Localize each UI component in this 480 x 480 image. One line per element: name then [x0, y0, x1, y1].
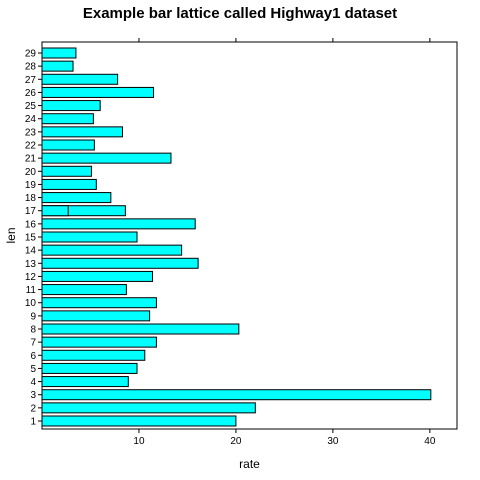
- bar-23: [41, 126, 123, 138]
- y-tick-label-13: 13: [25, 259, 37, 270]
- bar-26: [41, 86, 155, 98]
- bar-13: [41, 257, 199, 269]
- x-tick-label-20: 20: [230, 436, 242, 447]
- bar-27: [41, 73, 119, 85]
- x-tick-label-40: 40: [424, 436, 436, 447]
- y-tick-label-20: 20: [25, 167, 37, 178]
- y-tick-label-10: 10: [25, 298, 37, 309]
- y-tick-label-24: 24: [25, 114, 37, 125]
- bar-19: [41, 178, 97, 190]
- y-tick-label-12: 12: [25, 272, 37, 283]
- y-tick-label-17: 17: [25, 206, 37, 217]
- bar-25: [41, 100, 101, 112]
- y-tick-label-29: 29: [25, 49, 37, 60]
- bar-2: [41, 402, 256, 414]
- bar-6: [41, 349, 146, 361]
- bar-1: [41, 415, 237, 427]
- y-tick-label-19: 19: [25, 180, 37, 191]
- x-tick-label-10: 10: [133, 436, 145, 447]
- y-tick-label-23: 23: [25, 127, 37, 138]
- bar-overlay-17: [41, 205, 69, 217]
- bar-11: [41, 284, 127, 296]
- bar-14: [41, 244, 183, 256]
- bar-4: [41, 376, 129, 388]
- bar-3: [41, 389, 432, 401]
- y-axis-label: len: [4, 227, 18, 243]
- y-tick-label-28: 28: [25, 62, 37, 73]
- x-axis-label: rate: [239, 457, 260, 471]
- y-tick-label-7: 7: [30, 338, 36, 349]
- y-tick-label-9: 9: [30, 311, 36, 322]
- bar-5: [41, 362, 138, 374]
- axis-ticks: 1234567891011121314151617181920212223242…: [25, 38, 436, 447]
- bar-20: [41, 165, 92, 177]
- bar-10: [41, 297, 157, 309]
- y-tick-label-1: 1: [30, 417, 36, 428]
- y-tick-label-4: 4: [30, 377, 36, 388]
- y-tick-label-2: 2: [30, 403, 36, 414]
- y-tick-label-3: 3: [30, 390, 36, 401]
- x-tick-label-30: 30: [327, 436, 339, 447]
- y-tick-label-18: 18: [25, 193, 37, 204]
- bar-21: [41, 152, 172, 164]
- bar-12: [41, 270, 154, 282]
- bar-22: [41, 139, 95, 151]
- y-tick-label-14: 14: [25, 246, 37, 257]
- y-tick-label-11: 11: [26, 285, 37, 296]
- bar-28: [41, 60, 74, 72]
- bar-29: [41, 47, 77, 59]
- y-tick-label-15: 15: [25, 233, 37, 244]
- y-tick-label-21: 21: [25, 154, 37, 165]
- y-tick-label-16: 16: [25, 219, 37, 230]
- y-tick-label-26: 26: [25, 88, 37, 99]
- bar-24: [41, 113, 94, 125]
- y-tick-label-5: 5: [30, 364, 36, 375]
- y-tick-label-22: 22: [25, 141, 37, 152]
- chart-title: Example bar lattice called Highway1 data…: [83, 5, 397, 22]
- y-tick-label-25: 25: [25, 101, 37, 112]
- bar-18: [41, 192, 112, 204]
- bar-7: [41, 336, 157, 348]
- bar-15: [41, 231, 138, 243]
- y-tick-label-6: 6: [30, 351, 36, 362]
- bar-16: [41, 218, 196, 230]
- y-tick-label-27: 27: [25, 75, 37, 86]
- bar-9: [41, 310, 151, 322]
- bar-8: [41, 323, 240, 335]
- plot-frame: [41, 41, 458, 430]
- bars-group: [41, 47, 432, 427]
- y-tick-label-8: 8: [30, 325, 36, 336]
